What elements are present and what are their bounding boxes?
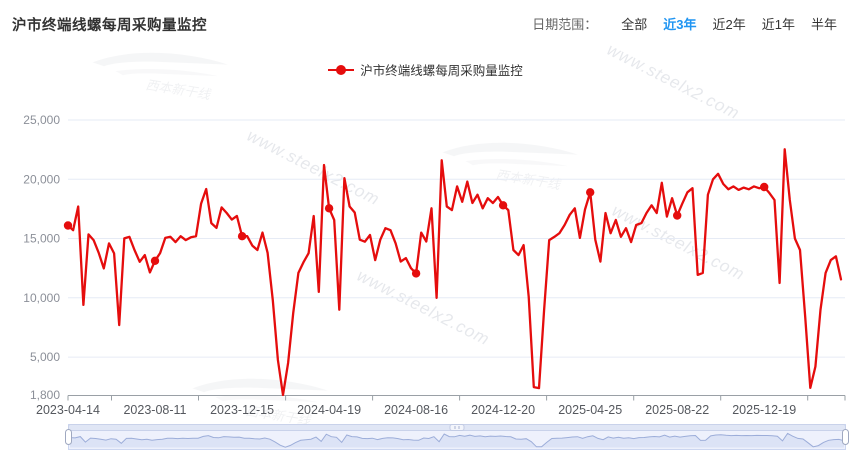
- legend: 沪市终端线螺每周采购量监控: [0, 60, 851, 79]
- date-range-options: 全部 近3年 近2年 近1年 半年: [605, 14, 837, 33]
- date-range-option-全部[interactable]: 全部: [621, 17, 648, 32]
- svg-text:2024-12-20: 2024-12-20: [471, 403, 535, 417]
- svg-text:1,800: 1,800: [30, 388, 60, 402]
- header: 沪市终端线螺每周采购量监控 日期范围： 全部 近3年 近2年 近1年 半年: [12, 14, 837, 35]
- svg-text:5,000: 5,000: [30, 350, 60, 364]
- svg-text:2023-08-11: 2023-08-11: [123, 403, 186, 417]
- svg-text:2025-04-25: 2025-04-25: [558, 403, 622, 417]
- page-title: 沪市终端线螺每周采购量监控: [12, 18, 207, 34]
- svg-text:2024-08-16: 2024-08-16: [384, 403, 448, 417]
- datazoom-right-handle[interactable]: [842, 429, 849, 445]
- legend-label: 沪市终端线螺每周采购量监控: [360, 64, 523, 78]
- svg-text:2025-12-19: 2025-12-19: [732, 403, 796, 417]
- date-range-option-近3年[interactable]: 近3年: [663, 17, 697, 32]
- date-range-option-半年[interactable]: 半年: [810, 17, 837, 32]
- datazoom-move-handle[interactable]: [449, 424, 465, 431]
- datazoom-left-handle[interactable]: [65, 429, 72, 445]
- svg-text:15,000: 15,000: [23, 232, 60, 246]
- svg-text:2023-04-14: 2023-04-14: [36, 403, 100, 417]
- svg-text:2024-04-19: 2024-04-19: [297, 403, 361, 417]
- date-range-selector: 日期范围： 全部 近3年 近2年 近1年 半年: [532, 14, 837, 33]
- svg-text:10,000: 10,000: [23, 291, 60, 305]
- svg-text:20,000: 20,000: [23, 172, 60, 186]
- datazoom-slider[interactable]: [65, 424, 849, 450]
- date-range-option-近1年[interactable]: 近1年: [761, 17, 795, 32]
- date-range-label: 日期范围：: [532, 17, 598, 32]
- svg-text:2023-12-15: 2023-12-15: [210, 403, 274, 417]
- legend-item[interactable]: 沪市终端线螺每周采购量监控: [328, 60, 523, 79]
- legend-line-marker-icon: [328, 64, 355, 75]
- svg-text:25,000: 25,000: [23, 113, 60, 127]
- date-range-option-近2年[interactable]: 近2年: [712, 17, 746, 32]
- svg-text:2025-08-22: 2025-08-22: [645, 403, 709, 417]
